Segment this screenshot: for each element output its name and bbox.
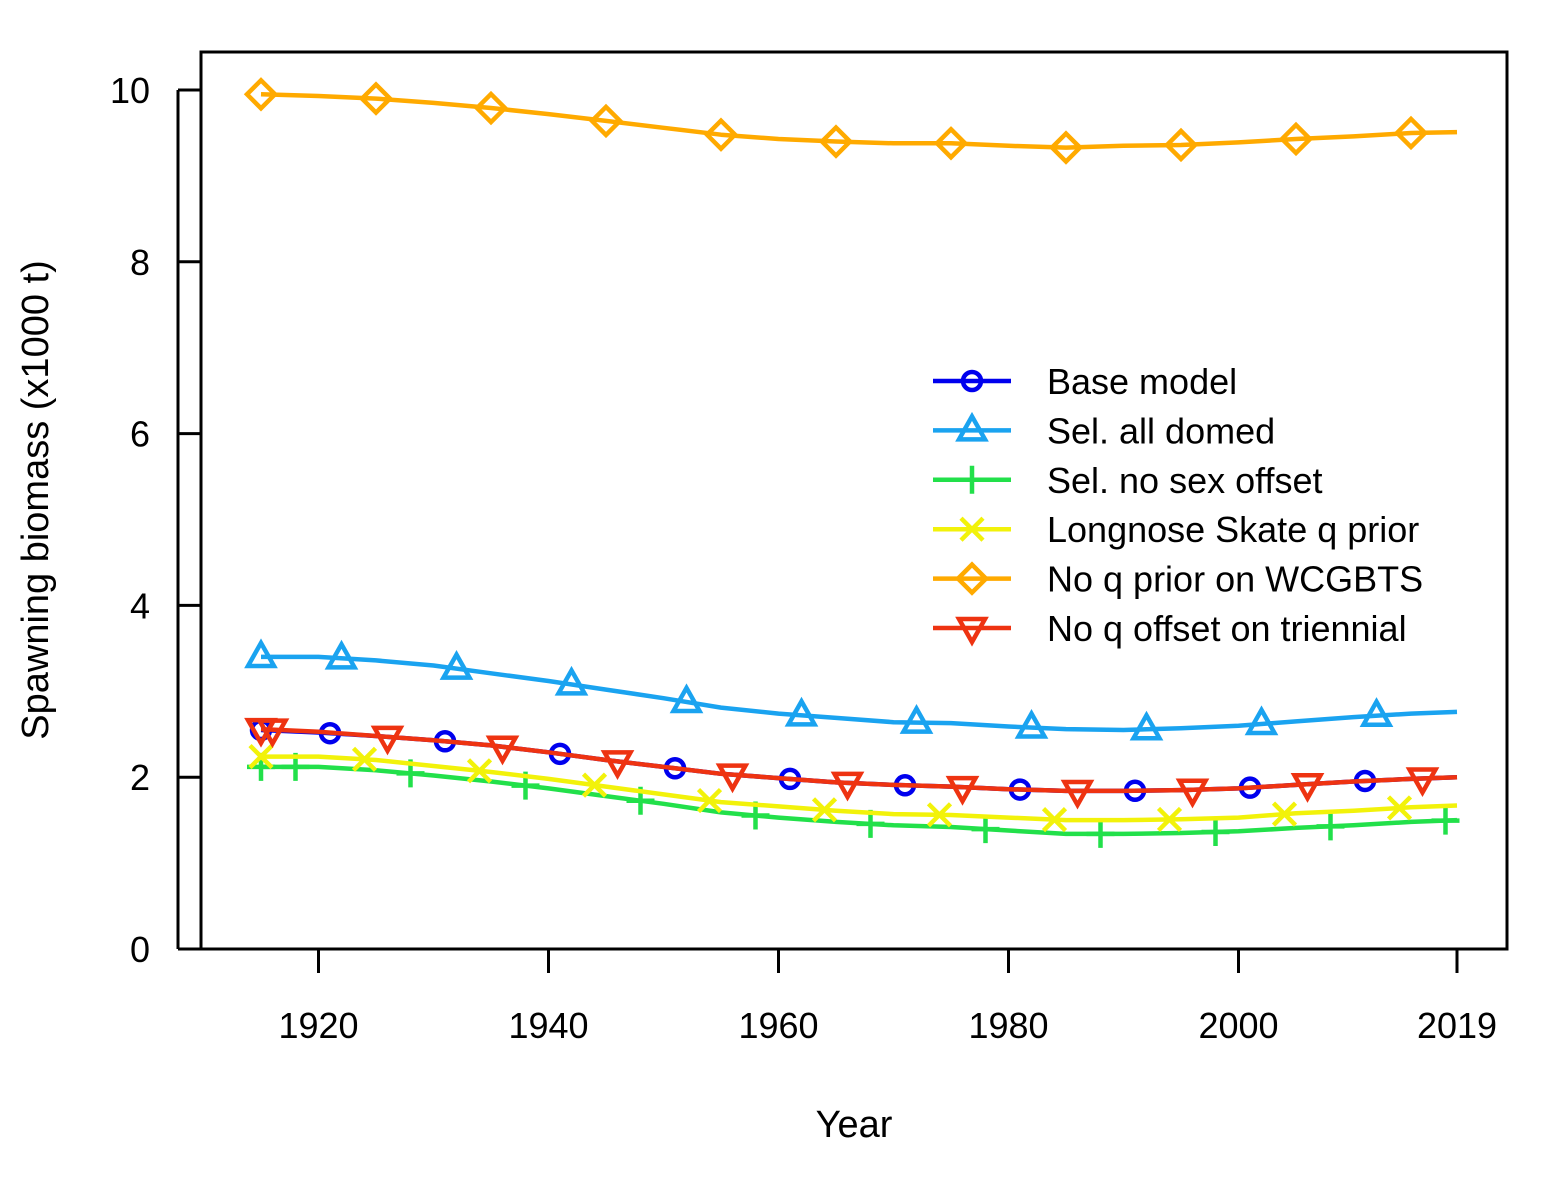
data-point-marker (926, 802, 953, 828)
data-point-marker (1271, 801, 1298, 827)
x-tick-label: 1960 (738, 1005, 818, 1046)
data-point-marker (1014, 708, 1049, 739)
x-tick-label: 1920 (278, 1005, 358, 1046)
series-line (260, 726, 1458, 794)
data-point-marker (581, 772, 608, 798)
legend-label: No q offset on triennial (1047, 608, 1407, 649)
data-point-marker (818, 124, 854, 159)
data-point-marker (324, 639, 359, 670)
data-point-marker (243, 77, 279, 112)
series-sel-all-domed (244, 638, 1458, 741)
data-point-marker (1048, 130, 1084, 165)
data-point-marker (1163, 127, 1199, 163)
data-point-marker (439, 650, 474, 680)
y-tick-label: 2 (130, 757, 150, 798)
x-tick-label: 1940 (508, 1005, 588, 1046)
data-point-marker (669, 683, 704, 714)
data-point-marker (600, 750, 635, 780)
y-tick-label: 0 (130, 929, 150, 970)
data-point-marker (1393, 115, 1429, 151)
series-longnose-skate-q-prior (248, 743, 1458, 833)
data-point-marker (1316, 812, 1345, 841)
data-point-marker (899, 703, 934, 734)
data-point-marker (1290, 772, 1325, 803)
data-point-marker (588, 103, 624, 139)
x-tick-label: 2019 (1417, 1005, 1497, 1046)
x-tick-label: 1980 (968, 1005, 1048, 1046)
data-point-marker (1175, 778, 1210, 809)
legend-item: No q prior on WCGBTS (933, 559, 1423, 600)
data-point-marker (696, 787, 723, 814)
legend-item: Sel. all domed (933, 410, 1275, 451)
data-point-marker (830, 771, 865, 802)
y-tick-label: 10 (110, 70, 150, 111)
data-point-marker (1060, 779, 1095, 810)
legend-marker (959, 516, 985, 542)
data-point-marker (255, 718, 290, 749)
series-no-q-prior-on-wcgbts (243, 77, 1458, 165)
data-point-marker (1405, 767, 1440, 798)
data-point-marker (554, 665, 589, 696)
data-point-marker (1431, 806, 1460, 835)
data-point-marker (358, 81, 394, 116)
y-axis-label: Spawning biomass (x1000 t) (15, 260, 57, 739)
data-point-marker (945, 775, 980, 806)
data-point-marker (971, 815, 1000, 844)
data-point-marker (1244, 705, 1279, 736)
legend-label: Sel. all domed (1047, 410, 1275, 451)
data-point-marker (715, 763, 750, 794)
legend-marker (955, 616, 989, 647)
data-point-marker (1278, 121, 1314, 157)
data-point-marker (1359, 697, 1394, 727)
series-line (260, 92, 1458, 150)
y-axis: 0 2 4 6 8 10 (110, 70, 201, 970)
data-point-marker (248, 743, 274, 770)
data-point-marker (811, 797, 838, 823)
legend-marker (955, 411, 989, 442)
data-point-marker (1041, 807, 1068, 833)
legend-marker (954, 561, 990, 596)
data-point-marker (1201, 818, 1230, 847)
legend-item: Base model (933, 361, 1237, 402)
data-point-marker (1156, 806, 1183, 833)
data-point-marker (485, 735, 520, 766)
legend-marker (958, 465, 986, 494)
data-point-marker (370, 725, 405, 756)
data-point-marker (244, 638, 278, 669)
data-point-marker (351, 746, 378, 772)
legend-label: Base model (1047, 361, 1237, 402)
legend-marker (960, 369, 984, 393)
data-point-marker (1129, 710, 1164, 741)
data-point-marker (473, 90, 509, 126)
series-line (261, 754, 1458, 823)
x-axis: 1920 1940 1960 1980 2000 2019 (278, 947, 1497, 1046)
data-point-marker (703, 117, 739, 152)
y-tick-label: 4 (130, 585, 150, 626)
legend-label: No q prior on WCGBTS (1047, 559, 1423, 600)
legend-item: Sel. no sex offset (933, 460, 1323, 501)
legend: Base model Sel. all domed Sel. no sex offs… (933, 361, 1423, 649)
legend-item: No q offset on triennial (933, 608, 1407, 649)
data-point-marker (1386, 795, 1413, 821)
legend-label: Sel. no sex offset (1047, 460, 1323, 501)
data-point-marker (1086, 819, 1115, 848)
series-line (261, 654, 1458, 733)
legend-item: Longnose Skate q prior (933, 509, 1419, 550)
data-point-marker (784, 696, 819, 727)
y-tick-label: 6 (130, 414, 150, 455)
data-point-marker (933, 126, 969, 161)
legend-label: Longnose Skate q prior (1047, 509, 1419, 550)
series-layer (243, 77, 1460, 848)
y-tick-label: 8 (130, 242, 150, 283)
series-no-q-offset-on-triennial (244, 717, 1458, 810)
x-tick-label: 2000 (1198, 1005, 1278, 1046)
data-point-marker (466, 758, 493, 784)
x-axis-label: Year (816, 1104, 893, 1146)
